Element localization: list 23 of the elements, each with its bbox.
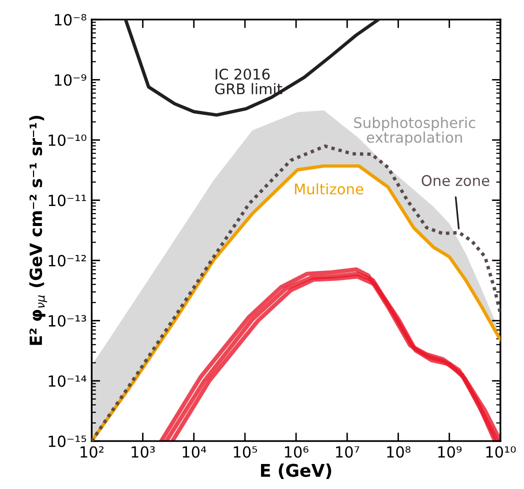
y-tick-label: 10⁻⁸ — [54, 14, 86, 26]
x-tick-label: 10⁹ — [438, 446, 462, 458]
x-tick-label: 10⁵ — [234, 446, 258, 458]
y-tick-label: 10⁻¹³ — [48, 315, 86, 327]
x-tick-label: 10⁶ — [284, 446, 308, 458]
y-tick-label: 10⁻¹⁰ — [48, 134, 86, 146]
y-axis-title: E² φ$_{νμ}$ (GeV cm⁻² s⁻¹ sr⁻¹) — [29, 116, 48, 345]
y-tick-label: 10⁻⁹ — [54, 74, 86, 86]
series-label: Subphotospheric extrapolation — [354, 116, 476, 146]
x-axis-title: E (GeV) — [261, 464, 332, 479]
x-tick-label: 10¹⁰ — [486, 446, 516, 458]
series-label: Multizone — [294, 183, 364, 195]
x-tick-label: 10⁸ — [387, 446, 410, 458]
series-label: One zone — [422, 175, 490, 186]
y-tick-label: 10⁻¹² — [48, 254, 86, 266]
y-tick-label: 10⁻¹⁵ — [48, 436, 86, 448]
y-tick-label: 10⁻¹⁴ — [48, 375, 86, 387]
x-tick-label: 10³ — [132, 446, 155, 458]
x-tick-label: 10⁷ — [336, 446, 360, 458]
x-tick-label: 10² — [80, 446, 104, 458]
y-tick-label: 10⁻¹¹ — [48, 194, 86, 206]
x-tick-label: 10⁴ — [182, 446, 206, 458]
series-label: IC 2016 GRB limit — [215, 68, 282, 94]
